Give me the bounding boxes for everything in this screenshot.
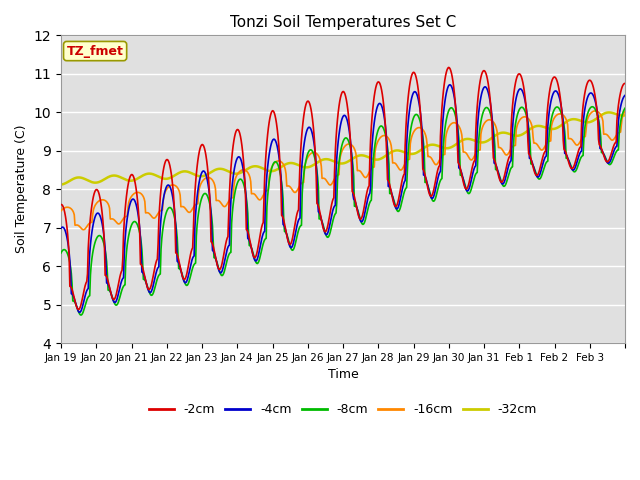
- X-axis label: Time: Time: [328, 368, 358, 381]
- -2cm: [57, 202, 65, 207]
- -8cm: [589, 104, 596, 109]
- -32cm: [227, 169, 235, 175]
- Y-axis label: Soil Temperature (C): Soil Temperature (C): [15, 125, 28, 253]
- -2cm: [434, 168, 442, 174]
- -4cm: [124, 211, 132, 216]
- Line: -32cm: -32cm: [61, 112, 625, 184]
- -32cm: [401, 150, 409, 156]
- -32cm: [276, 165, 284, 170]
- -16cm: [79, 227, 87, 232]
- -16cm: [228, 195, 236, 201]
- -2cm: [445, 65, 452, 71]
- -2cm: [75, 307, 83, 312]
- -4cm: [277, 173, 285, 179]
- -2cm: [402, 125, 410, 131]
- -32cm: [605, 109, 612, 115]
- -8cm: [57, 250, 65, 256]
- -4cm: [76, 310, 83, 315]
- -16cm: [591, 108, 598, 114]
- -4cm: [57, 226, 65, 231]
- -2cm: [621, 81, 629, 86]
- -16cm: [57, 208, 65, 214]
- -4cm: [621, 93, 629, 98]
- -8cm: [434, 188, 442, 193]
- -4cm: [256, 247, 264, 252]
- -8cm: [402, 185, 410, 191]
- -8cm: [77, 312, 84, 318]
- -2cm: [124, 183, 132, 189]
- -16cm: [621, 108, 629, 114]
- -8cm: [621, 105, 629, 111]
- -4cm: [446, 82, 454, 88]
- Line: -2cm: -2cm: [61, 68, 625, 310]
- -4cm: [434, 177, 442, 183]
- -8cm: [256, 256, 264, 262]
- -32cm: [433, 143, 440, 148]
- -8cm: [228, 220, 236, 226]
- Line: -16cm: -16cm: [61, 111, 625, 229]
- -2cm: [277, 182, 285, 188]
- -4cm: [402, 166, 410, 172]
- -16cm: [434, 161, 442, 167]
- -32cm: [621, 112, 629, 118]
- Line: -8cm: -8cm: [61, 107, 625, 315]
- -32cm: [255, 164, 262, 170]
- Legend: -2cm, -4cm, -8cm, -16cm, -32cm: -2cm, -4cm, -8cm, -16cm, -32cm: [144, 398, 542, 421]
- -16cm: [277, 159, 285, 165]
- -8cm: [124, 237, 132, 243]
- Line: -4cm: -4cm: [61, 85, 625, 312]
- -2cm: [228, 157, 236, 163]
- -16cm: [124, 205, 132, 211]
- -32cm: [57, 181, 65, 187]
- -8cm: [277, 174, 285, 180]
- -4cm: [228, 189, 236, 194]
- Text: TZ_fmet: TZ_fmet: [67, 45, 124, 58]
- -16cm: [256, 197, 264, 203]
- -32cm: [124, 177, 131, 183]
- Title: Tonzi Soil Temperatures Set C: Tonzi Soil Temperatures Set C: [230, 15, 456, 30]
- -16cm: [402, 159, 410, 165]
- -2cm: [256, 236, 264, 241]
